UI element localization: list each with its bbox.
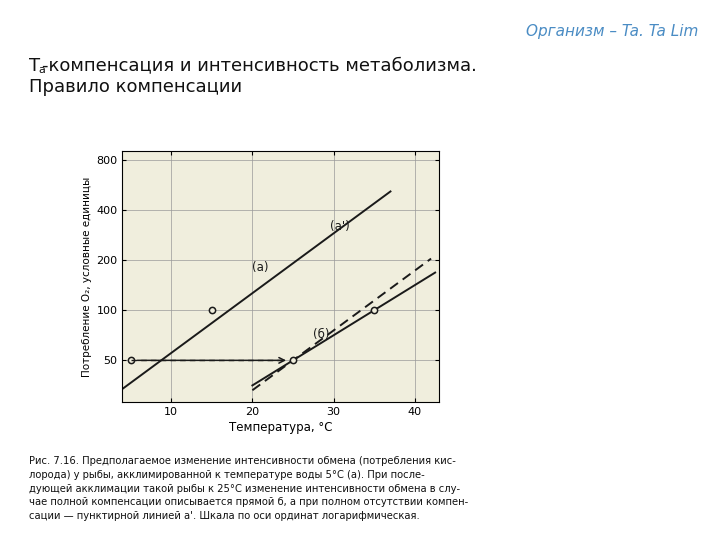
Text: (а'): (а') xyxy=(330,220,349,233)
Text: T: T xyxy=(29,57,40,75)
Text: (а): (а) xyxy=(253,261,269,274)
Text: -компенсация и интенсивность метаболизма.: -компенсация и интенсивность метаболизма… xyxy=(42,57,477,75)
X-axis label: Температура, °C: Температура, °C xyxy=(229,421,333,434)
Text: Рис. 7.16. Предполагаемое изменение интенсивности обмена (потребления кис-
лород: Рис. 7.16. Предполагаемое изменение инте… xyxy=(29,456,468,521)
Y-axis label: Потребление О₂, условные единицы: Потребление О₂, условные единицы xyxy=(82,177,92,377)
Text: (б): (б) xyxy=(313,328,330,341)
Text: Организм – Ta. Ta Lim: Организм – Ta. Ta Lim xyxy=(526,24,698,39)
Text: Правило компенсации: Правило компенсации xyxy=(29,78,242,96)
Text: а: а xyxy=(38,65,45,75)
